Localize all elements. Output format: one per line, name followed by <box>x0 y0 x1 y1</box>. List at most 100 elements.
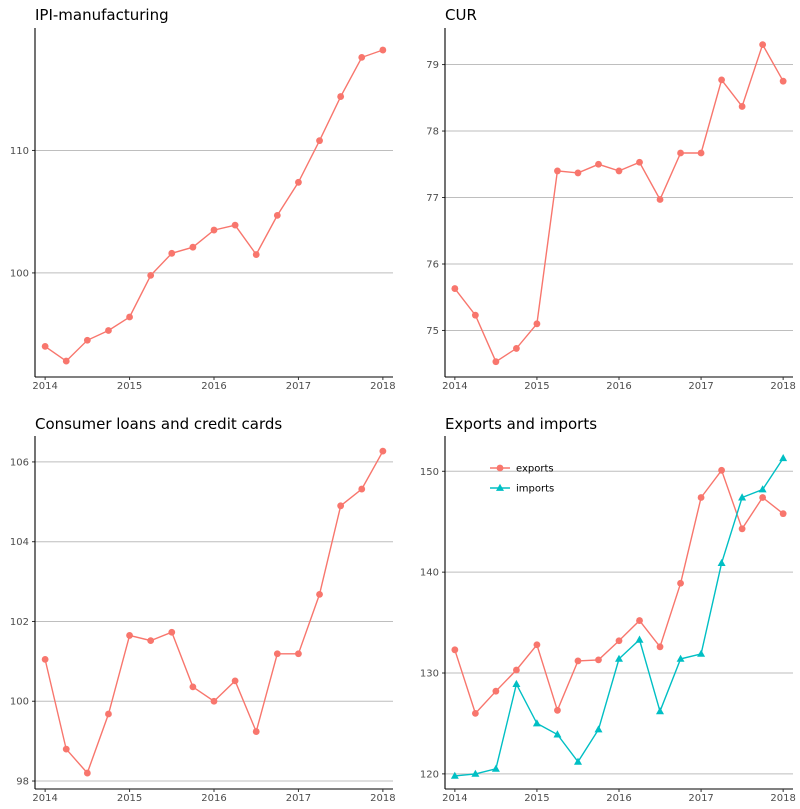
data-point <box>513 666 520 674</box>
data-point <box>41 342 49 350</box>
data-point <box>83 336 91 344</box>
data-point <box>450 771 459 779</box>
y-tick-label: 104 <box>10 537 29 548</box>
panel-4: Exports and imports 120 130 140 150 2014 2015 2… <box>420 415 796 804</box>
data-point <box>126 313 133 321</box>
data-point <box>252 251 260 258</box>
data-point <box>738 493 747 501</box>
x-tick-label: 2016 <box>201 381 226 392</box>
data-point <box>105 710 112 718</box>
data-point <box>676 654 685 662</box>
y-tick-label: 100 <box>10 268 29 279</box>
data-point <box>656 196 664 203</box>
x-tick-label: 2015 <box>524 793 549 804</box>
data-point <box>677 579 684 587</box>
data-point <box>758 485 767 493</box>
x-tick-label: 2015 <box>117 381 142 392</box>
data-point <box>574 757 582 765</box>
data-point <box>379 46 387 54</box>
data-point <box>231 221 239 229</box>
data-point <box>231 677 239 685</box>
data-point <box>615 654 623 662</box>
data-point <box>147 271 155 279</box>
chart-title: CUR <box>445 6 477 24</box>
series-line-series-1 <box>44 49 384 363</box>
data-point <box>533 320 541 328</box>
x-tick-label: 2018 <box>370 793 395 804</box>
data-point <box>697 649 706 657</box>
data-point <box>779 77 787 85</box>
data-point <box>62 357 70 365</box>
x-tick-label: 2016 <box>201 793 226 804</box>
data-point <box>337 93 345 100</box>
data-point <box>273 211 281 219</box>
data-point <box>554 706 561 714</box>
data-point <box>697 149 705 157</box>
legend-key-marker <box>496 464 504 472</box>
data-point <box>358 53 366 61</box>
data-point <box>189 683 197 691</box>
data-point <box>718 76 725 84</box>
data-point <box>738 103 746 110</box>
data-point <box>210 697 218 705</box>
y-tick-label: 79 <box>426 60 439 71</box>
data-point <box>615 167 623 175</box>
data-point <box>41 655 49 663</box>
data-point <box>759 494 767 501</box>
panel-3: Consumer loans and credit cards 98 100 102 1… <box>10 415 396 804</box>
data-point <box>451 646 459 654</box>
data-point <box>779 510 787 518</box>
legend-label-imports: imports <box>516 484 554 495</box>
y-tick-label: 98 <box>16 777 29 788</box>
data-point <box>677 149 684 157</box>
x-tick-label: 2017 <box>286 793 311 804</box>
data-point <box>513 345 520 352</box>
data-point <box>636 158 643 166</box>
chart-title: Consumer loans and credit cards <box>35 415 282 433</box>
data-point <box>636 617 643 624</box>
x-tick-label: 2015 <box>524 381 549 392</box>
data-point <box>656 707 664 715</box>
x-tick-label: 2014 <box>442 793 467 804</box>
panel-1: IPI-manufacturing 100 110 2014 2015 2016 2017 2… <box>10 6 396 392</box>
data-point <box>717 558 726 566</box>
data-point <box>210 226 218 234</box>
x-tick-label: 2016 <box>606 381 631 392</box>
data-point <box>492 358 500 366</box>
data-point <box>379 447 387 455</box>
x-tick-label: 2017 <box>688 793 713 804</box>
data-point <box>273 650 281 658</box>
x-tick-label: 2018 <box>770 381 795 392</box>
data-point <box>595 656 602 664</box>
series-line-series-1 <box>44 450 384 775</box>
data-point <box>759 41 767 49</box>
y-tick-label: 102 <box>10 617 29 628</box>
data-point <box>295 178 302 186</box>
x-tick-label: 2016 <box>606 793 631 804</box>
y-tick-label: 140 <box>420 568 439 579</box>
data-point <box>105 327 112 334</box>
data-point <box>358 485 366 493</box>
y-tick-label: 78 <box>426 127 439 138</box>
x-tick-label: 2015 <box>117 793 142 804</box>
data-point <box>252 728 260 735</box>
x-tick-label: 2017 <box>286 381 311 392</box>
data-point <box>779 454 788 462</box>
data-point <box>451 285 459 292</box>
x-tick-label: 2014 <box>32 381 57 392</box>
chart-title: Exports and imports <box>445 415 597 433</box>
y-tick-label: 150 <box>420 467 439 478</box>
y-tick-label: 110 <box>10 146 29 157</box>
data-point <box>574 657 582 665</box>
data-point <box>83 769 91 777</box>
data-point <box>533 641 541 649</box>
data-point <box>316 137 323 145</box>
data-point <box>147 637 155 645</box>
data-point <box>168 249 176 257</box>
data-point <box>471 709 479 717</box>
data-point <box>553 730 562 738</box>
x-tick-label: 2018 <box>370 381 395 392</box>
data-point <box>295 650 302 658</box>
y-tick-label: 106 <box>10 457 29 468</box>
